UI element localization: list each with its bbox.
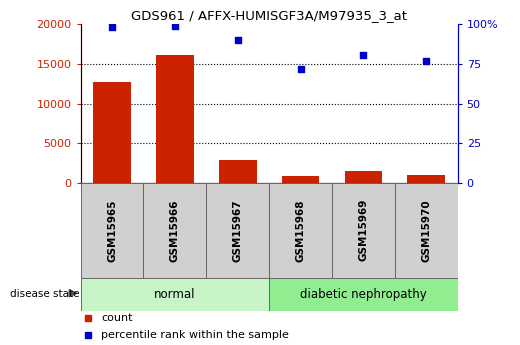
Bar	[219, 160, 256, 183]
Bar	[156, 55, 193, 183]
Point	[233, 37, 242, 43]
Text: GSM15966: GSM15966	[170, 199, 180, 262]
Bar	[332, 183, 395, 278]
Text: percentile rank within the sample: percentile rank within the sample	[101, 331, 289, 340]
Point	[108, 24, 116, 30]
Text: GSM15970: GSM15970	[421, 199, 431, 262]
Point	[171, 23, 179, 29]
Point	[296, 67, 305, 72]
Title: GDS961 / AFFX-HUMISGF3A/M97935_3_at: GDS961 / AFFX-HUMISGF3A/M97935_3_at	[131, 9, 407, 22]
Bar	[81, 183, 144, 278]
Bar	[407, 175, 445, 183]
Text: count: count	[101, 313, 133, 323]
Text: diabetic nephropathy: diabetic nephropathy	[300, 288, 427, 300]
Text: GSM15968: GSM15968	[295, 199, 306, 262]
Bar	[269, 183, 332, 278]
Bar	[81, 278, 269, 310]
Point	[422, 58, 431, 63]
Bar	[269, 278, 458, 310]
Bar	[93, 82, 131, 183]
Point	[359, 52, 368, 58]
Text: normal: normal	[154, 288, 196, 300]
Bar	[395, 183, 458, 278]
Text: disease state: disease state	[10, 289, 80, 299]
Text: GSM15965: GSM15965	[107, 199, 117, 262]
Text: GSM15967: GSM15967	[232, 199, 243, 262]
Bar	[144, 183, 206, 278]
Text: GSM15969: GSM15969	[358, 199, 368, 262]
Bar	[345, 171, 382, 183]
Bar	[206, 183, 269, 278]
Bar	[282, 176, 319, 183]
